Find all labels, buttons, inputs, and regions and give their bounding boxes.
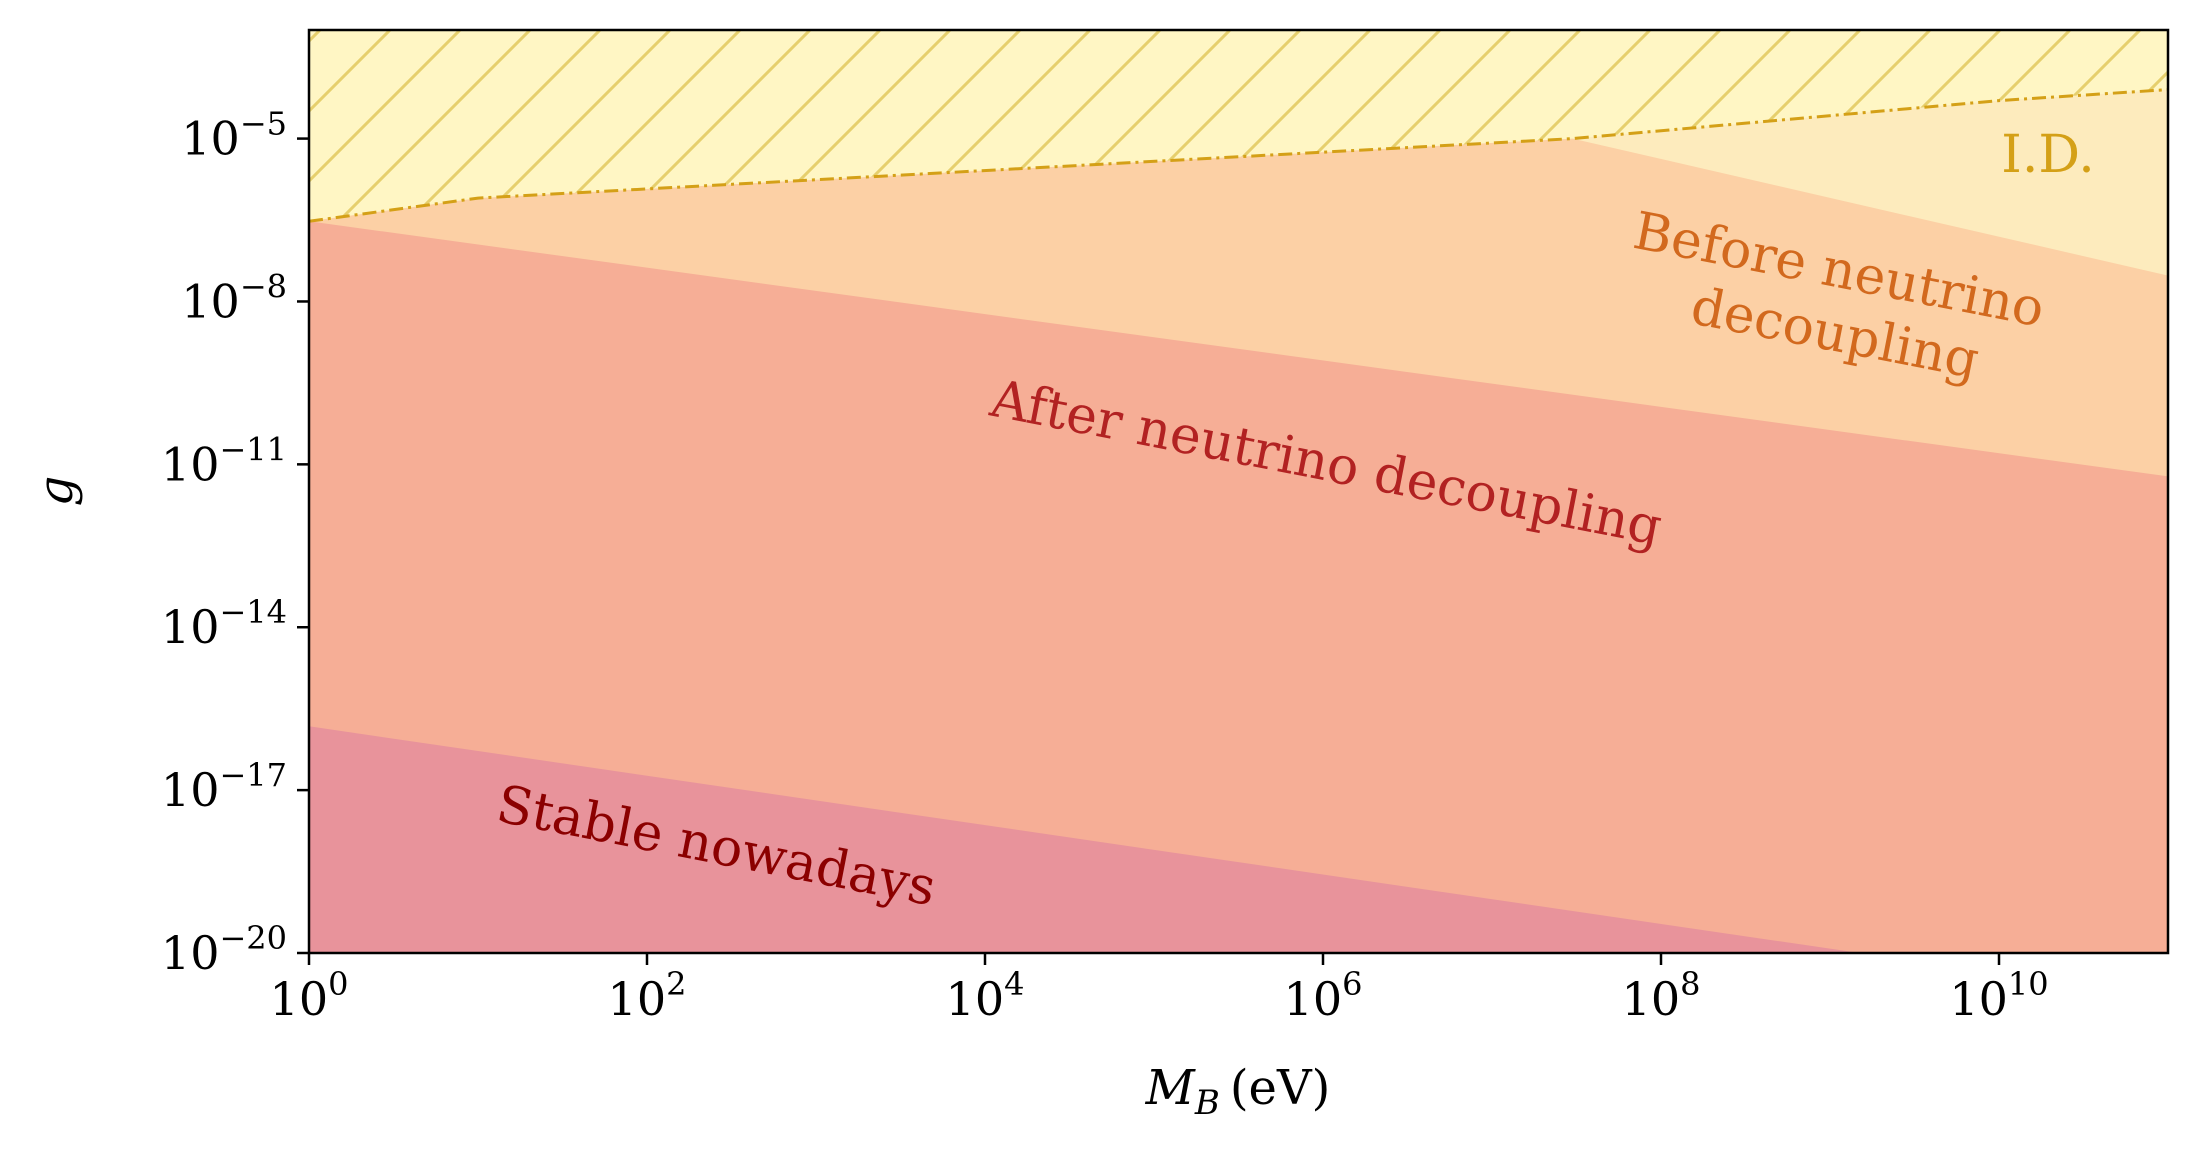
id-boundary-line [309,88,2168,223]
y-tick-label: 10−14 [161,593,287,654]
y-tick-label: 10−5 [181,105,287,166]
y-tick-label: 10−11 [161,430,287,491]
x-tick-label: 1010 [1949,965,2048,1026]
y-tick-label: 10−20 [161,919,287,980]
x-tick-label: 104 [946,965,1025,1026]
y-tick-label: 10−17 [161,756,287,817]
y-axis-ticks: 10−5 10−8 10−11 10−14 10−17 10−20 [161,105,309,980]
plot-frame [307,28,2170,955]
x-tick-label: 106 [1284,965,1363,1026]
region-id-hatch [309,30,2168,222]
x-tick-label: 102 [608,965,687,1026]
y-axis-label: g [28,476,84,507]
label-id: I.D. [2001,125,2094,185]
y-tick-label: 10−8 [181,267,287,328]
x-axis-label: MB (eV) [1145,1060,1331,1123]
x-axis-ticks: 100 102 104 106 108 1010 [270,953,2049,1026]
x-tick-label: 100 [270,965,349,1026]
x-tick-label: 108 [1622,965,1701,1026]
